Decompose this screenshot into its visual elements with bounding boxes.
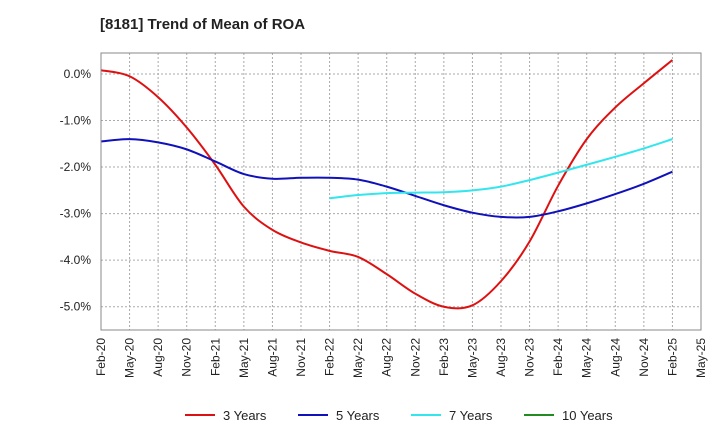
x-tick-label: Aug-22 [380,338,394,377]
x-tick-label: Nov-22 [408,338,422,377]
x-tick-label: Feb-21 [208,338,222,376]
x-tick-label: Aug-20 [151,338,165,377]
x-tick-label: Nov-24 [637,338,651,377]
y-tick-label: -3.0% [60,207,92,221]
x-tick-label: May-22 [351,338,365,378]
legend-label: 3 Years [223,408,267,423]
y-tick-label: -1.0% [60,114,92,128]
x-tick-label: Aug-24 [608,338,622,377]
y-axis-ticks: 0.0% -1.0% -2.0% -3.0% -4.0% -5.0% [60,67,92,314]
x-tick-label: May-24 [580,338,594,378]
series-layer [100,59,674,310]
legend-label: 5 Years [336,408,380,423]
x-tick-label: Feb-23 [437,338,451,376]
series-line-3-years [100,59,674,310]
x-tick-label: Aug-23 [494,338,508,377]
x-axis-ticks: Feb-20 May-20 Aug-20 Nov-20 Feb-21 May-21 Aug-… [94,338,708,378]
x-tick-label: Aug-21 [265,338,279,377]
legend-label: 7 Years [449,408,493,423]
x-tick-label: Feb-22 [323,338,337,376]
x-tick-label: Nov-20 [180,338,194,377]
x-tick-label: Feb-20 [94,338,108,376]
series-line-7-years [329,138,673,200]
legend-label: 10 Years [562,408,613,423]
grid-lines [100,53,702,330]
y-tick-label: -2.0% [60,160,92,174]
chart-title: [8181] Trend of Mean of ROA [100,16,305,33]
x-tick-label: May-21 [237,338,251,378]
x-tick-label: May-25 [694,338,708,378]
series-line-5-years [100,138,673,219]
x-tick-label: Nov-21 [294,338,308,377]
legend: 3 Years 5 Years 7 Years 10 Years [185,408,613,423]
x-tick-label: Feb-25 [665,338,679,376]
x-tick-label: Nov-23 [523,338,537,377]
x-tick-label: May-20 [123,338,137,378]
x-tick-label: May-23 [465,338,479,378]
plot-border [100,52,702,331]
y-tick-label: 0.0% [64,67,92,81]
y-tick-label: -4.0% [60,253,92,267]
x-tick-label: Feb-24 [551,338,565,376]
y-tick-label: -5.0% [60,300,92,314]
